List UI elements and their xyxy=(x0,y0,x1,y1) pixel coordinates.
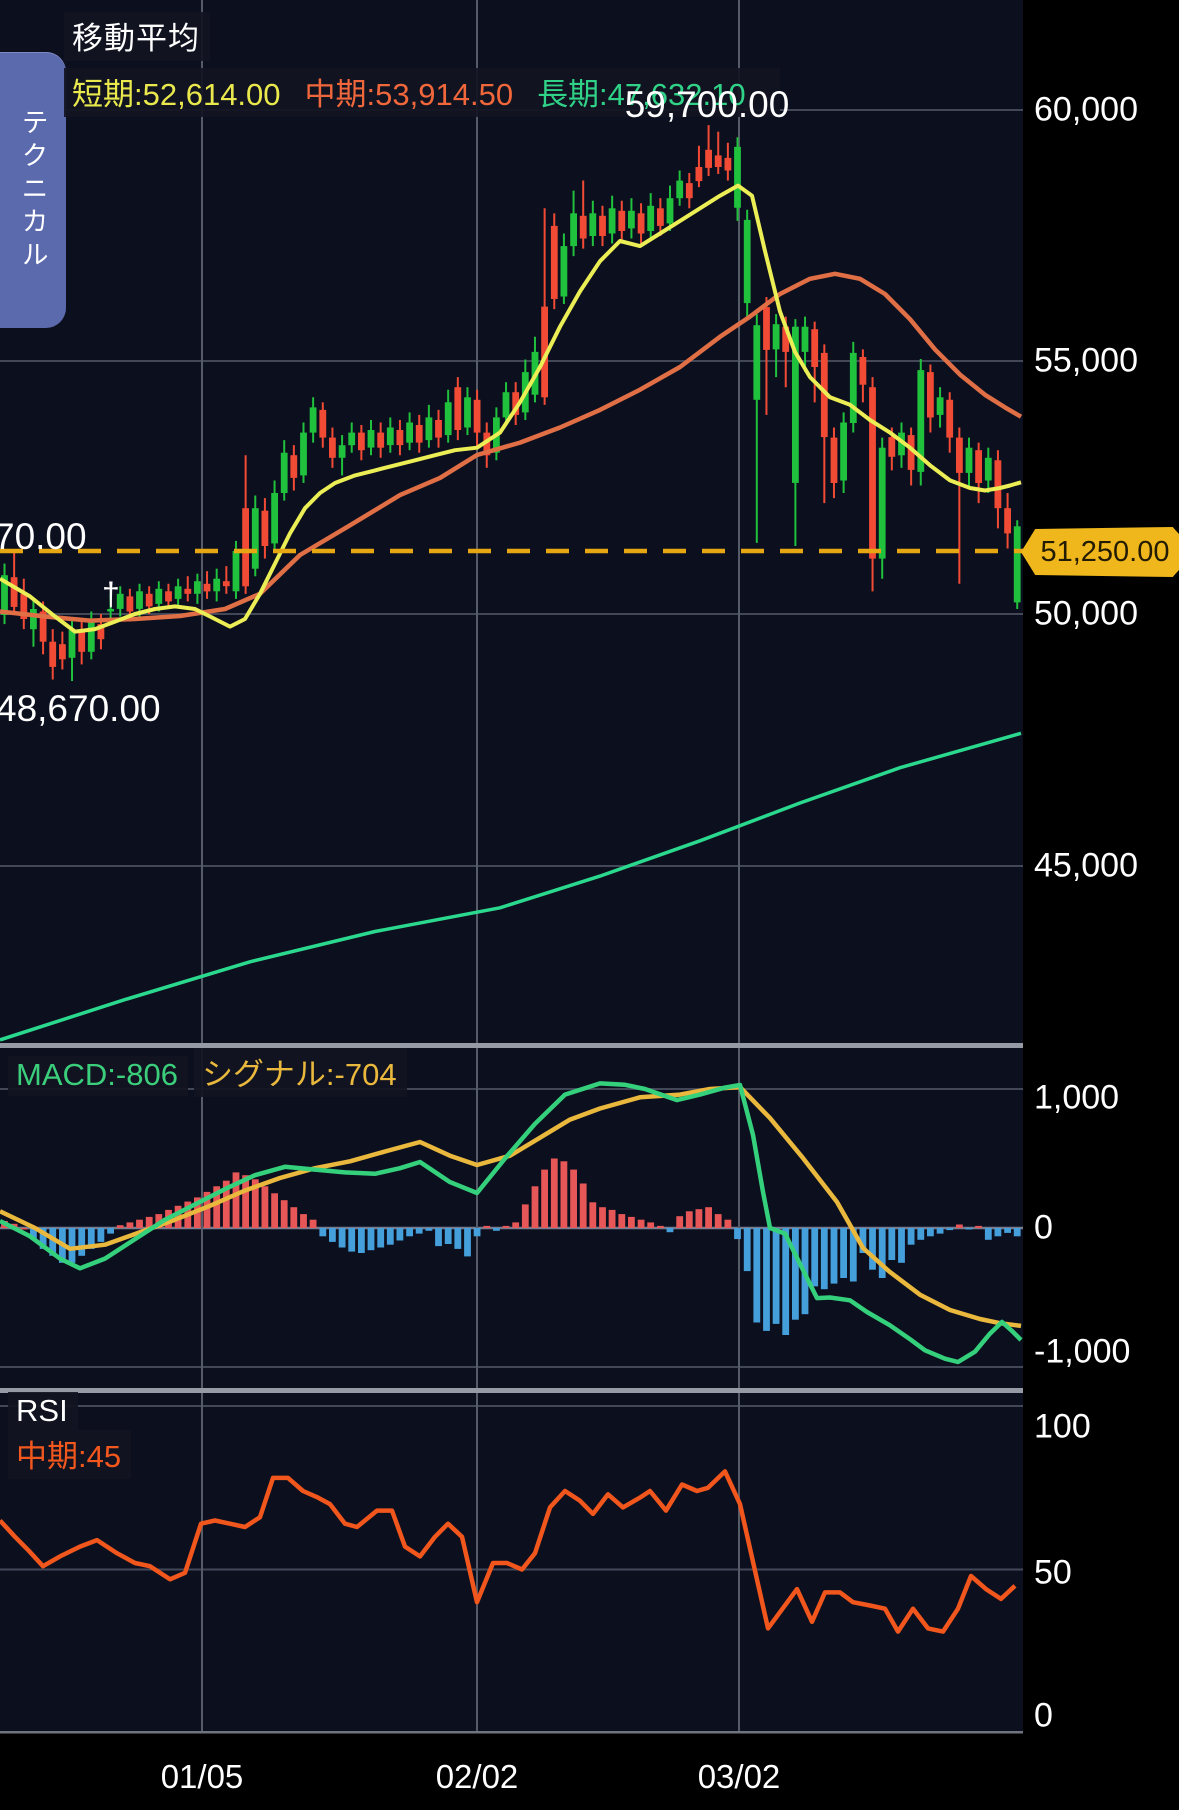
rsi-mid-value: 中期:45 xyxy=(8,1430,132,1479)
rsi-title: RSI xyxy=(8,1392,78,1432)
last-price-value: 51,250.00 xyxy=(1040,535,1170,568)
low-annotation: 48,670.00 xyxy=(0,688,161,729)
y-tick-55000: 55,000 xyxy=(1034,341,1138,380)
last-price-tag: 51,250.00 xyxy=(1021,527,1179,577)
y-tick-50000: 50,000 xyxy=(1034,594,1138,633)
x-label-0202: 02/02 xyxy=(435,1758,519,1795)
high-annotation: 59,700.00 xyxy=(624,84,790,125)
macd-label-row: MACD:-806 シグナル:-704 xyxy=(8,1048,407,1097)
doji-marker: † xyxy=(102,576,120,612)
page-title: 移動平均 xyxy=(64,12,210,61)
rsi-tick-100: 100 xyxy=(1034,1407,1091,1446)
macd-tick-1000: 1,000 xyxy=(1034,1078,1120,1117)
y-tick-60000: 60,000 xyxy=(1034,90,1138,129)
rsi-tick-50: 50 xyxy=(1034,1553,1072,1592)
macd-value-label: MACD:-806 xyxy=(8,1056,188,1096)
signal-value-label: シグナル:-704 xyxy=(193,1048,407,1097)
tab-technical[interactable]: テクニカル xyxy=(0,52,66,328)
rsi-tick-0: 0 xyxy=(1034,1696,1053,1735)
ma-short-value: 短期:52,614.00 xyxy=(72,77,281,112)
ma-values-row: 短期:52,614.00 中期:53,914.50 長期:47,632.10 xyxy=(64,68,780,117)
y-tick-45000: 45,000 xyxy=(1034,846,1138,885)
tab-technical-label: テクニカル xyxy=(17,107,48,273)
ma-long-value: 長期:47,632.10 xyxy=(537,77,746,112)
macd-tick-0: 0 xyxy=(1034,1208,1053,1247)
x-label-0105: 01/05 xyxy=(160,1758,244,1795)
left-level-annotation: 70.00 xyxy=(0,516,87,557)
ma-mid-value: 中期:53,914.50 xyxy=(304,77,514,112)
macd-tick-neg1000: -1,000 xyxy=(1034,1332,1131,1371)
x-label-0302: 03/02 xyxy=(697,1758,781,1795)
